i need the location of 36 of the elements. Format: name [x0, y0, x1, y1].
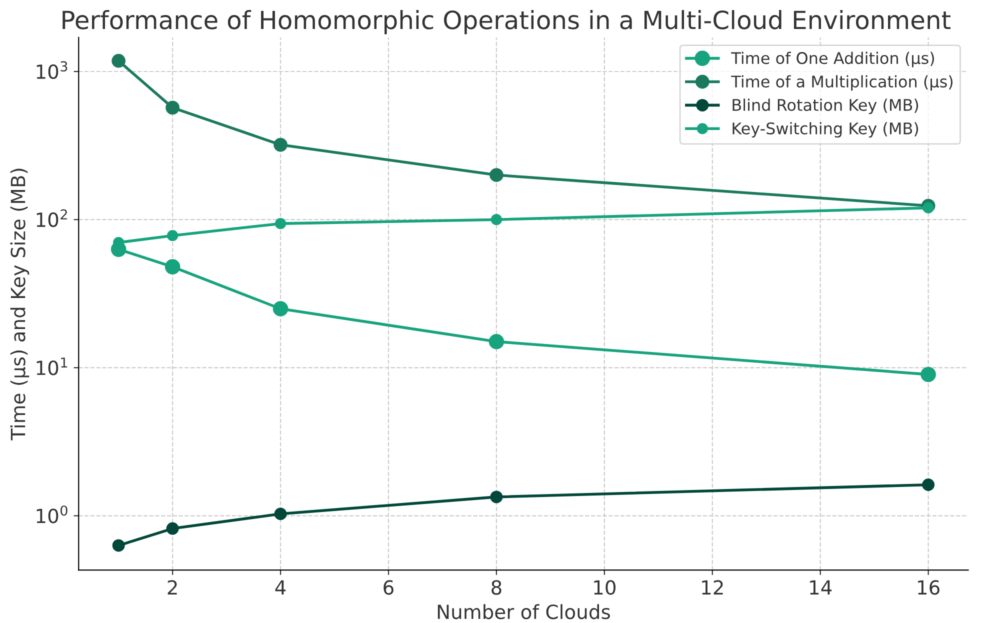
point: [166, 522, 179, 535]
point: [920, 366, 936, 382]
x-tick-label: 16: [918, 580, 940, 595]
x-tick-label: 8: [492, 580, 502, 595]
x-axis-title: Number of Clouds: [438, 604, 610, 620]
x-tick-label: 4: [275, 580, 286, 595]
point: [164, 259, 180, 274]
point: [272, 301, 288, 316]
point: [274, 218, 286, 230]
x-tick-label: 12: [702, 580, 723, 595]
legend-label: Blind Rotation Key (MB): [732, 98, 918, 114]
y-tick-label: 10$^{3}$: [36, 61, 68, 80]
point: [922, 478, 935, 491]
x-tick-label: 6: [384, 580, 394, 595]
x-tick-label: 2: [168, 580, 177, 595]
point: [112, 54, 126, 68]
point: [490, 168, 504, 182]
x-tick-label: 14: [810, 580, 832, 595]
y-tick-label: 10$^{2}$: [36, 209, 67, 228]
chart-title: Performance of Homomorphic Operations in a Multi-Cloud Environment: [62, 10, 951, 34]
point: [274, 508, 287, 520]
y-axis-title: Time (µs) and Key Size (MB): [10, 168, 30, 440]
y-tick-label: 10$^{1}$: [36, 358, 68, 376]
point: [167, 230, 178, 242]
point: [166, 100, 180, 115]
legend-label: Time of One Addition (µs): [731, 52, 934, 68]
legend-label: Time of a Multiplication (µs): [731, 75, 953, 91]
x-tick-label: 10: [594, 580, 616, 595]
point: [112, 539, 125, 552]
point: [488, 334, 504, 350]
y-tick-label: 10$^{0}$: [36, 505, 68, 524]
point: [490, 490, 503, 504]
legend-label: Key-Switching Key (MB): [732, 122, 918, 138]
point: [274, 138, 288, 152]
point: [922, 202, 934, 214]
point: [490, 214, 502, 226]
